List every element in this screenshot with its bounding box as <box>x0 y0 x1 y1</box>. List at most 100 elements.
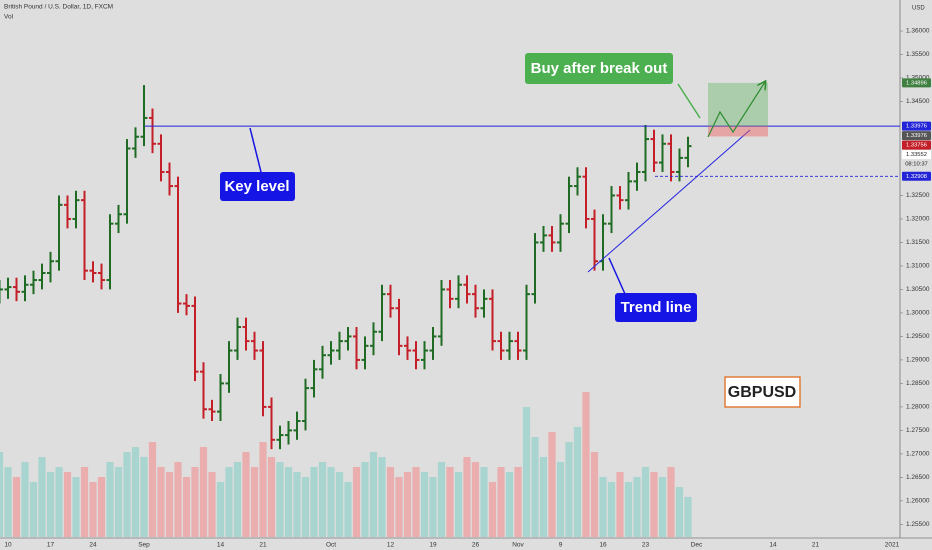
volume-bar <box>55 467 63 537</box>
x-tick-label: 23 <box>642 542 650 549</box>
volume-bar <box>123 452 131 537</box>
volume-bar <box>480 467 488 537</box>
y-tick-label: 1.35500 <box>906 51 930 58</box>
projection-path <box>707 82 765 138</box>
volume-bar <box>276 462 284 537</box>
volume-bar <box>539 457 548 537</box>
y-tick-label: 1.28000 <box>906 404 930 411</box>
volume-bar <box>684 497 692 537</box>
x-tick-label: 26 <box>472 542 480 549</box>
price-badge-label: 1.33756 <box>906 143 927 149</box>
volume-bar <box>488 482 497 537</box>
volume-bar <box>284 467 293 537</box>
trend-line-label: Trend line <box>621 299 692 316</box>
symbol-label: GBPUSD <box>728 384 796 401</box>
stop-zone <box>708 126 768 137</box>
symbol-title: British Pound / U.S. Dollar, 1D, FXCM <box>4 4 113 11</box>
volume-bar <box>633 477 641 537</box>
volume-bar <box>157 467 165 537</box>
volume-bar <box>548 432 556 537</box>
volume-bar <box>667 467 675 537</box>
volume-bar <box>191 467 199 537</box>
x-tick-label: 17 <box>47 542 55 549</box>
volume-bar <box>386 467 395 537</box>
countdown: 08:10:37 <box>905 162 928 168</box>
volume-bar <box>607 482 616 537</box>
key-level-box <box>220 172 295 201</box>
price-badge-label: 1.33552 <box>906 152 927 158</box>
volume-bar <box>174 462 182 537</box>
volume-bar <box>148 442 157 537</box>
x-tick-label: 24 <box>89 542 97 549</box>
volume-bar <box>335 472 344 537</box>
y-tick-label: 1.29500 <box>906 333 930 340</box>
volume-bar <box>216 482 225 537</box>
volume-bar <box>531 437 539 537</box>
volume-bar <box>582 392 590 537</box>
volume-bar <box>616 472 624 537</box>
volume-bar <box>63 472 72 537</box>
volume-bar <box>403 472 412 537</box>
volume-bar <box>310 467 318 537</box>
volume-bar <box>573 427 582 537</box>
y-tick-label: 1.27000 <box>906 451 930 458</box>
volume-bar <box>4 467 12 537</box>
volume-bar <box>267 457 276 537</box>
volume-bar <box>497 467 505 537</box>
volume-bar <box>463 457 471 537</box>
x-tick-label: Dec <box>691 542 703 549</box>
y-tick-label: 1.31500 <box>906 239 930 246</box>
y-tick-label: 1.36000 <box>906 28 930 35</box>
volume-bar <box>369 452 378 537</box>
x-tick-label: Oct <box>326 542 336 549</box>
volume-bar <box>131 447 140 537</box>
volume-bar <box>0 452 4 537</box>
key-level-pointer <box>249 127 263 177</box>
volume-bar <box>641 467 650 537</box>
price-badge <box>902 121 931 131</box>
volume-bar <box>471 462 480 537</box>
y-tick-label: 1.30500 <box>906 286 930 293</box>
volume-bar <box>361 462 369 537</box>
price-badge <box>902 131 931 141</box>
y-tick-label: 1.26000 <box>906 498 930 505</box>
volume-bar <box>199 447 208 537</box>
volume-bar <box>556 462 565 537</box>
trend-line-pointer <box>608 257 626 295</box>
volume-bar <box>412 467 420 537</box>
buy-pointer <box>677 83 701 119</box>
volume-bar <box>301 477 310 537</box>
x-tick-label: 14 <box>769 542 777 549</box>
y-tick-label: 1.28500 <box>906 380 930 387</box>
volume-bar <box>29 482 38 537</box>
volume-bar <box>505 472 514 537</box>
volume-bar <box>599 477 607 537</box>
x-tick-label: 12 <box>387 542 395 549</box>
volume-bar <box>420 472 429 537</box>
y-tick-label: 1.29000 <box>906 357 930 364</box>
y-tick-label: 1.34500 <box>906 98 930 105</box>
volume-bar <box>318 462 327 537</box>
volume-bar <box>624 482 633 537</box>
volume-bar <box>182 477 191 537</box>
volume-bar <box>259 442 267 537</box>
volume-bar <box>454 472 463 537</box>
trend-line <box>587 129 751 273</box>
x-tick-label: 21 <box>259 542 267 549</box>
price-badge-label: 1.34896 <box>906 80 927 86</box>
volume-bar <box>378 457 386 537</box>
y-tick-label: 1.25500 <box>906 521 930 528</box>
volume-bar <box>72 477 80 537</box>
price-badge <box>902 78 931 88</box>
volume-bar <box>565 442 573 537</box>
volume-bar <box>650 472 658 537</box>
buy-label: Buy after break out <box>531 60 668 77</box>
volume-bar <box>80 467 89 537</box>
volume-bar <box>352 467 361 537</box>
volume-bar <box>344 482 352 537</box>
volume-layer <box>0 392 692 537</box>
trend-line-box <box>615 293 697 322</box>
volume-bar <box>250 467 259 537</box>
